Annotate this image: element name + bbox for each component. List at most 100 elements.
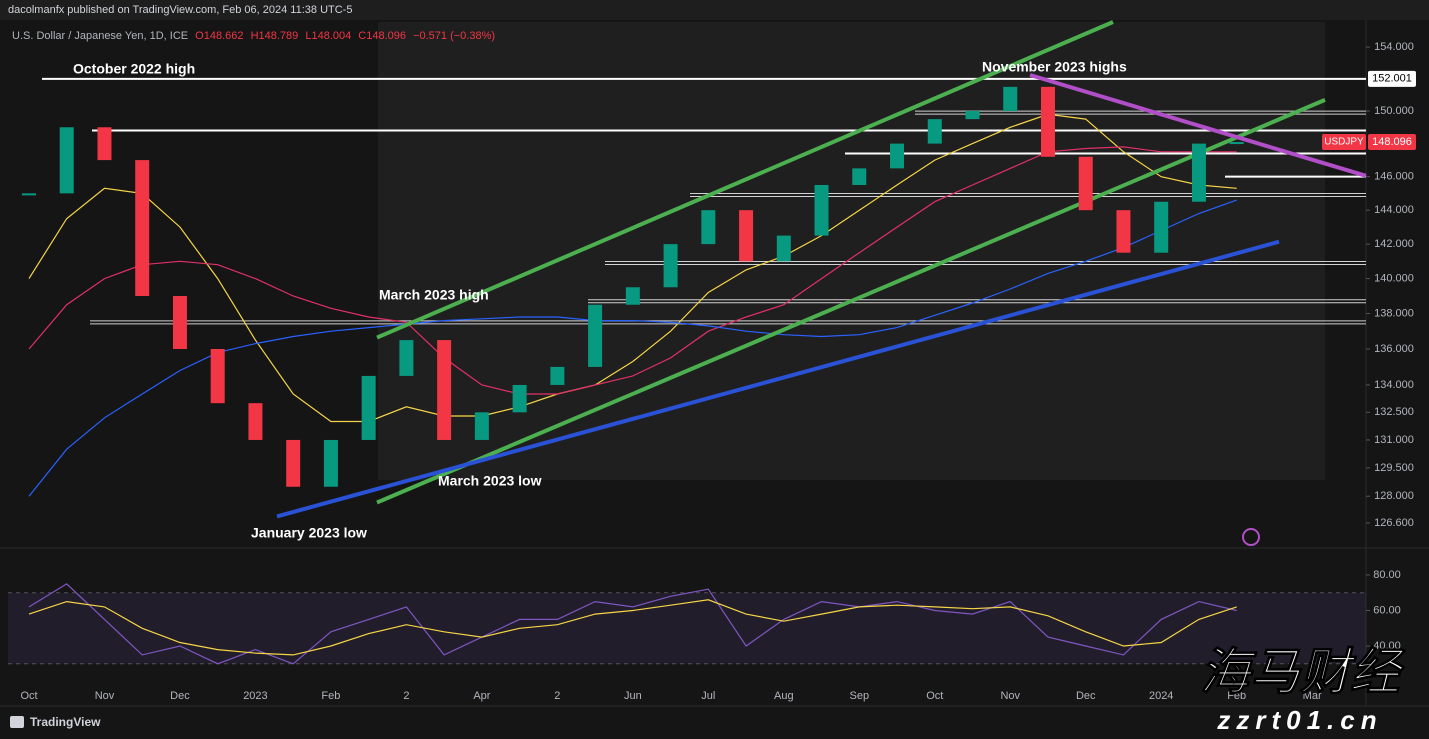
x-tick-label: 2024	[1149, 690, 1173, 702]
y-tick-label: 40.00	[1373, 640, 1401, 652]
candle	[852, 168, 867, 185]
candle	[22, 193, 36, 196]
trendline	[276, 239, 1280, 519]
symbol-tag-label: USDJPY	[1324, 137, 1364, 148]
y-tick-label: 140.000	[1374, 272, 1414, 284]
y-tick-label: 132.500	[1374, 406, 1414, 418]
trendline	[1029, 73, 1367, 178]
candle	[248, 403, 263, 440]
candle	[512, 384, 527, 413]
x-tick-label: Mar	[1303, 690, 1322, 702]
symbol-line: U.S. Dollar / Japanese Yen, 1D, ICE O148…	[12, 30, 499, 42]
annotation: March 2023 high	[379, 287, 489, 303]
level-tag-label: 152.001	[1372, 73, 1412, 85]
annotation: October 2022 high	[73, 61, 195, 77]
candle	[927, 119, 942, 144]
footer-brand: TradingView	[30, 715, 101, 729]
y-tick-label: 131.000	[1374, 434, 1414, 446]
candle	[172, 295, 187, 349]
close: C148.096	[358, 30, 407, 42]
x-tick-label: Dec	[170, 690, 190, 702]
y-tick-label: 144.000	[1374, 204, 1414, 216]
moving-average	[28, 146, 1237, 395]
x-tick-label: Dec	[1076, 690, 1096, 702]
high: H148.789	[250, 30, 299, 42]
candle	[1078, 156, 1093, 211]
x-tick-label: Nov	[1000, 690, 1020, 702]
candle	[550, 366, 565, 385]
last-price-tag	[1368, 134, 1416, 151]
candle	[1040, 86, 1055, 157]
candle	[890, 143, 905, 169]
y-tick-label: 60.00	[1373, 604, 1401, 616]
candle	[437, 340, 452, 440]
footer-logo	[10, 716, 24, 728]
candle	[1003, 86, 1018, 112]
y-tick-label: 150.000	[1374, 105, 1414, 117]
logo-icon	[1242, 528, 1260, 546]
candle	[135, 160, 150, 296]
header-bar	[0, 0, 1429, 20]
x-tick-label: Oct	[926, 690, 943, 702]
candle	[1229, 142, 1244, 145]
rsi-line	[28, 599, 1237, 656]
candle	[474, 412, 489, 440]
candle	[361, 375, 376, 440]
candle	[663, 244, 678, 288]
candle	[776, 235, 791, 262]
open: O148.662	[195, 30, 244, 42]
y-tick-label: 134.000	[1374, 379, 1414, 391]
candle	[323, 439, 338, 487]
annotation: November 2023 highs	[982, 59, 1127, 75]
candle	[97, 127, 112, 161]
publisher: dacolmanfx published on TradingView.com,…	[8, 4, 353, 16]
y-tick-label: 138.000	[1374, 307, 1414, 319]
y-tick-label: 142.000	[1374, 238, 1414, 250]
watermark: 海马财经	[1200, 644, 1406, 700]
y-tick-label: 126.600	[1374, 517, 1414, 529]
candle	[59, 127, 74, 194]
candle	[588, 304, 603, 367]
annotation: March 2023 low	[438, 473, 542, 489]
trendline	[376, 98, 1326, 505]
low: L148.004	[305, 30, 352, 42]
candle	[1191, 143, 1206, 202]
y-tick-label: 80.00	[1373, 569, 1401, 581]
x-tick-label: Nov	[95, 690, 115, 702]
candle	[739, 210, 754, 262]
x-tick-label: Jun	[624, 690, 642, 702]
x-tick-label: Jul	[701, 690, 715, 702]
rsi-band	[8, 592, 1366, 664]
candle	[965, 111, 980, 120]
rsi-line	[28, 583, 1237, 665]
candle	[701, 210, 716, 245]
candle	[1116, 210, 1131, 253]
x-tick-label: Feb	[1227, 690, 1246, 702]
trendline	[376, 20, 1114, 340]
y-tick-label: 136.000	[1374, 343, 1414, 355]
y-tick-label: 129.500	[1374, 462, 1414, 474]
y-tick-label: 146.000	[1374, 171, 1414, 183]
candle	[625, 287, 640, 305]
change: −0.571 (−0.38%)	[413, 30, 496, 42]
level-tag	[1368, 70, 1416, 87]
x-tick-label: Oct	[20, 690, 37, 702]
annotation: January 2023 low	[251, 525, 367, 541]
x-tick-label: Sep	[849, 690, 869, 702]
candle	[1154, 201, 1169, 253]
x-tick-label: 2	[403, 690, 409, 702]
y-tick-label: 128.000	[1374, 490, 1414, 502]
x-tick-label: Aug	[774, 690, 794, 702]
candle	[210, 348, 225, 404]
symbol: U.S. Dollar / Japanese Yen, 1D, ICE	[12, 30, 189, 42]
moving-average	[28, 113, 1237, 423]
last-price-label: 148.096	[1372, 136, 1412, 148]
x-tick-label: 2	[554, 690, 560, 702]
moving-average	[28, 199, 1237, 497]
candle	[286, 439, 301, 487]
candle	[399, 340, 414, 376]
x-tick-label: 2023	[243, 690, 267, 702]
x-tick-label: Feb	[321, 690, 340, 702]
